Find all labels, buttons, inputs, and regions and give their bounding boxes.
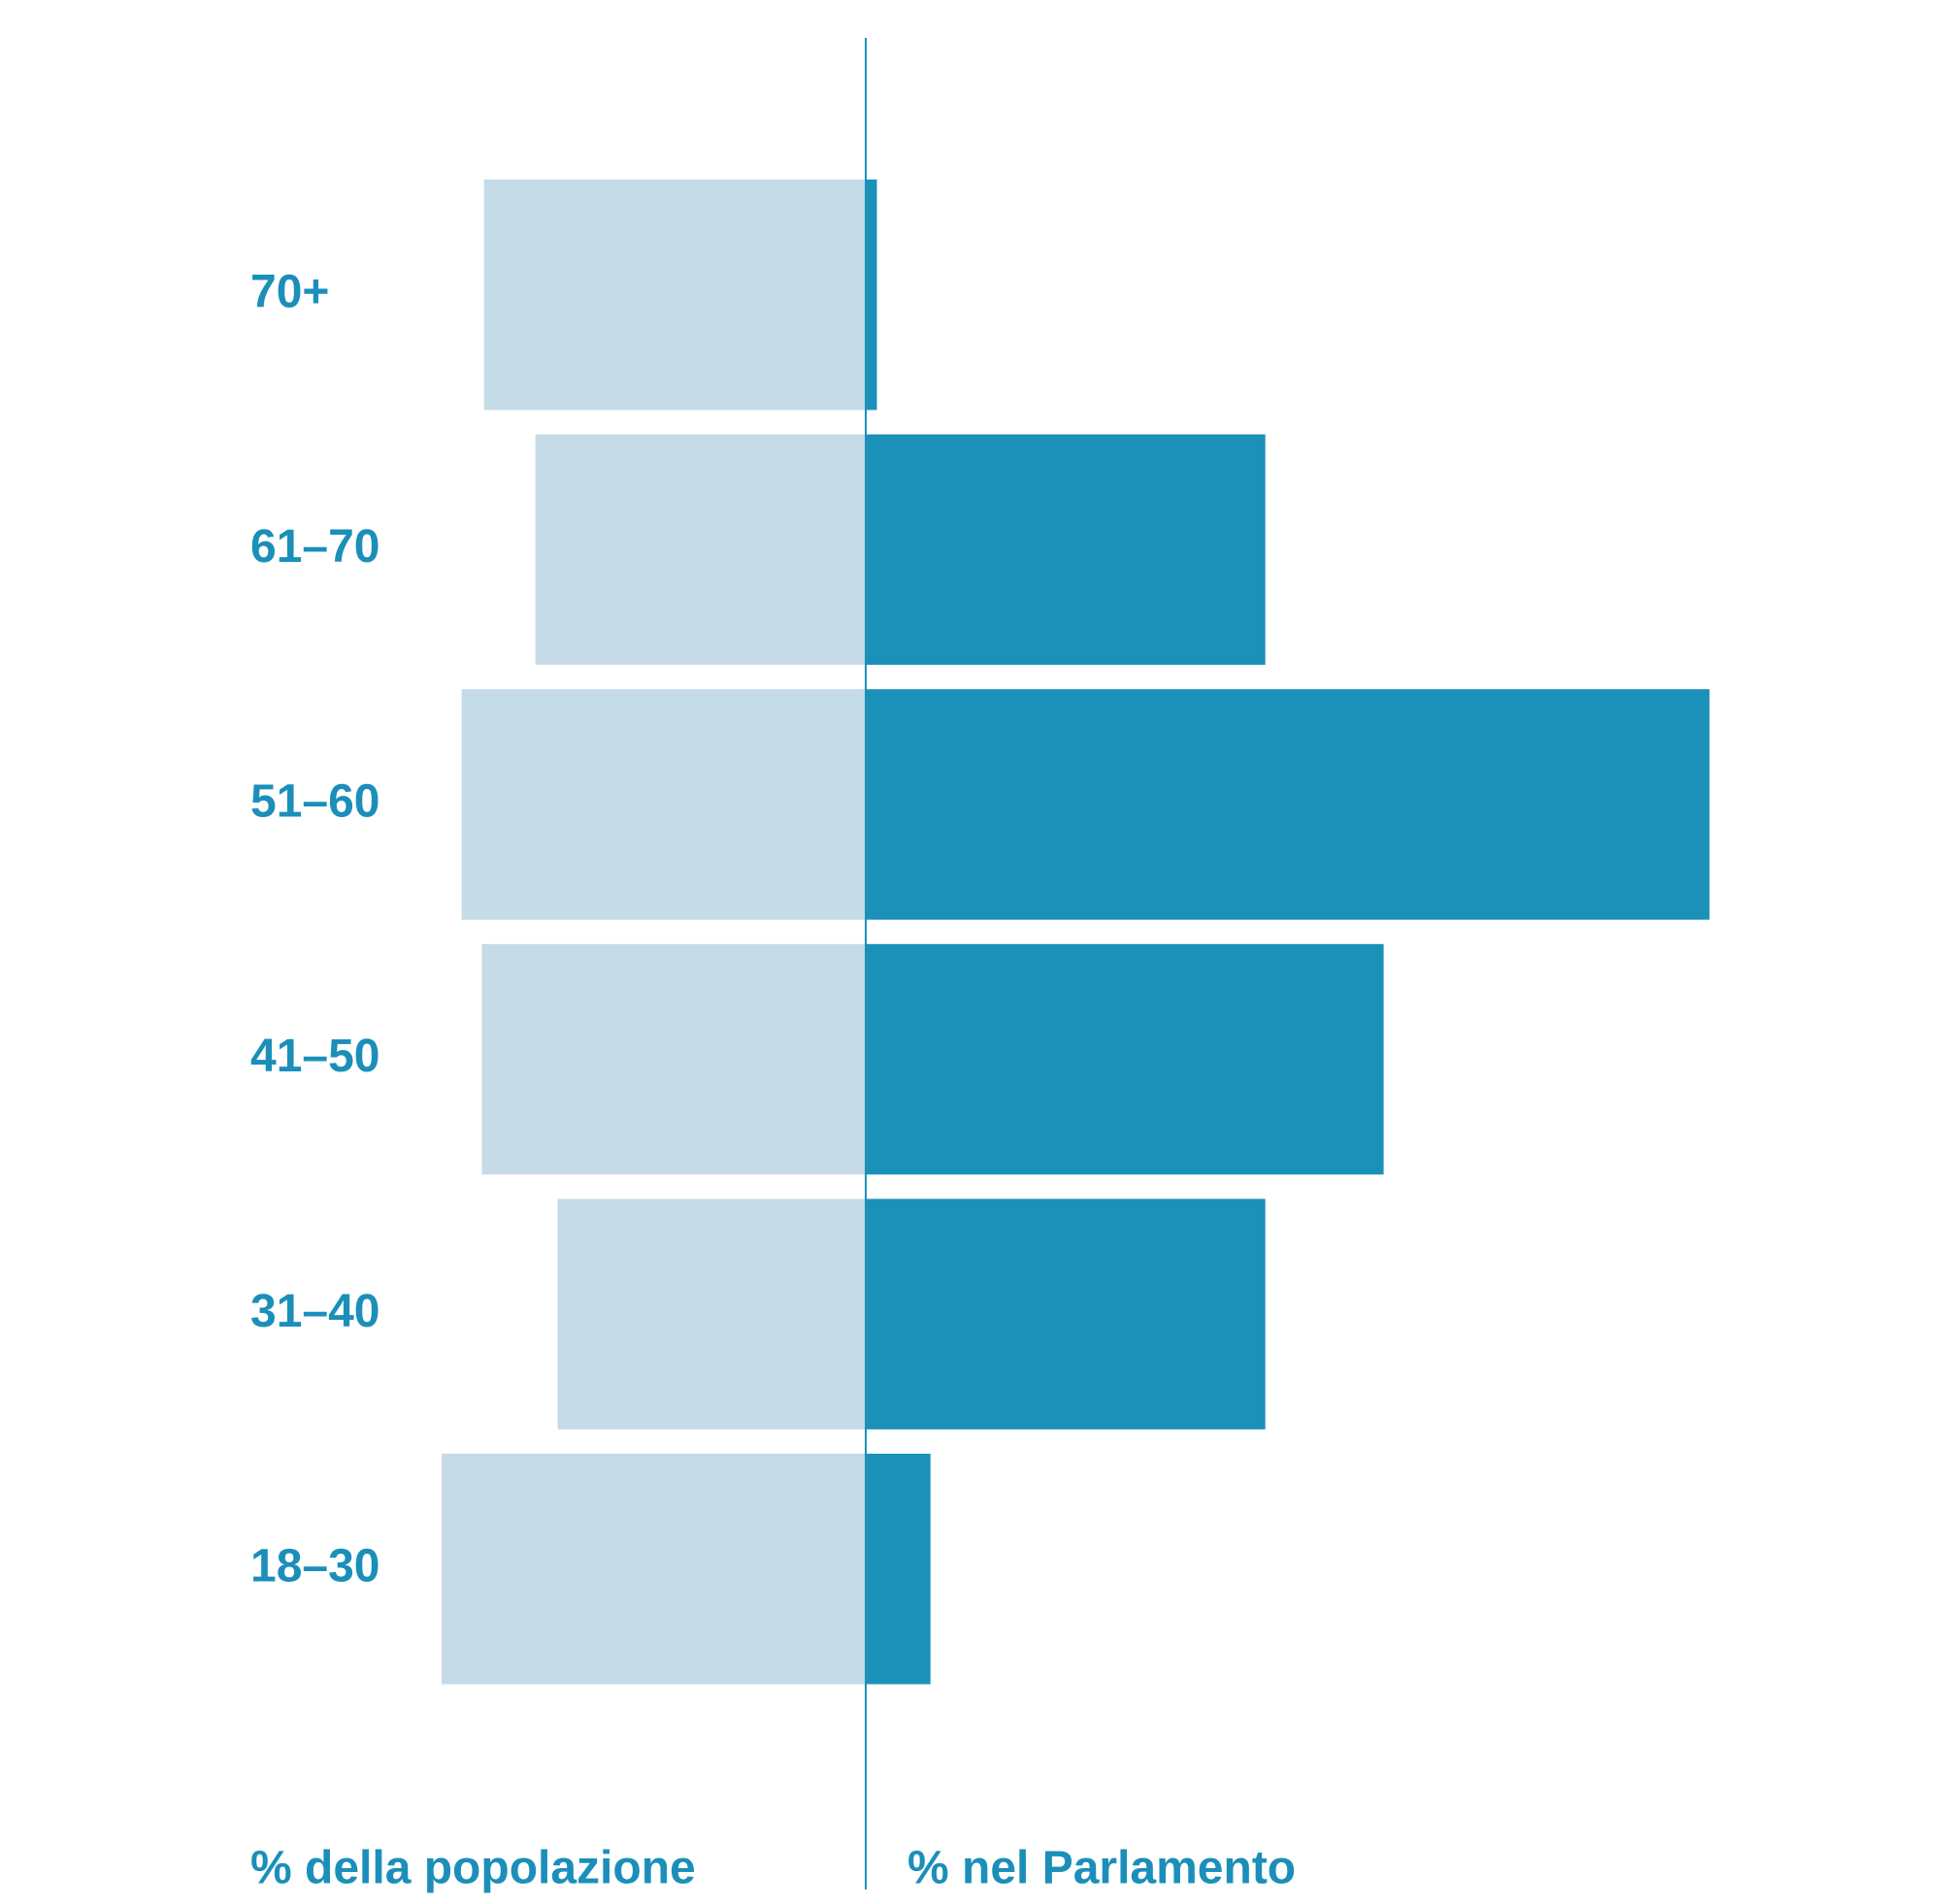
right-series-label: % nel Parlamento xyxy=(907,1843,1296,1894)
category-label: 61–70 xyxy=(250,521,379,573)
category-label: 41–50 xyxy=(250,1031,379,1082)
bar xyxy=(866,689,1710,920)
category-label: 18–30 xyxy=(250,1540,379,1592)
left-series-label: % della popolazione xyxy=(250,1843,696,1894)
bar xyxy=(461,689,866,920)
category-label: 31–40 xyxy=(250,1286,379,1337)
bar xyxy=(481,943,866,1175)
category-label: 70+ xyxy=(250,266,329,317)
bar xyxy=(557,1198,866,1429)
bar xyxy=(866,943,1384,1175)
bar xyxy=(483,180,866,410)
bar xyxy=(866,434,1266,666)
bar xyxy=(866,1198,1266,1429)
bar xyxy=(866,180,877,410)
bar xyxy=(866,1454,931,1685)
bar xyxy=(442,1454,866,1685)
bar xyxy=(535,434,866,666)
category-label: 51–60 xyxy=(250,776,379,828)
